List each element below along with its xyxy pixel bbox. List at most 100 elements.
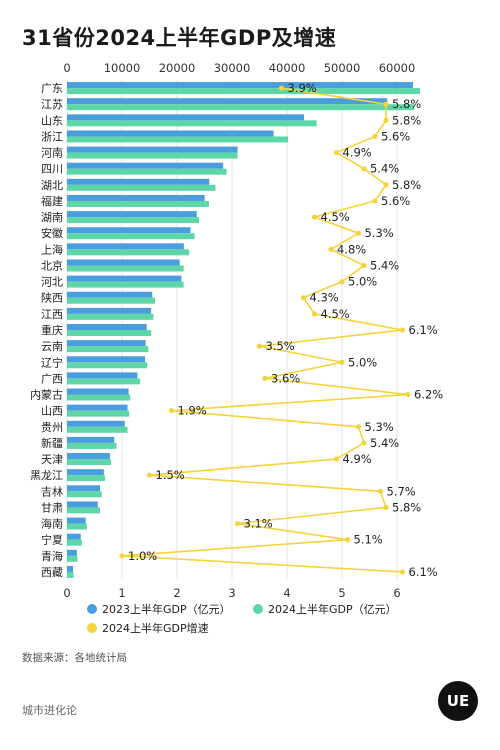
- growth-label: 5.6%: [381, 194, 410, 208]
- category-label: 山东: [41, 114, 63, 127]
- bar-2024: [67, 523, 87, 530]
- bar-2023: [67, 194, 205, 201]
- growth-point: [361, 440, 367, 446]
- growth-point: [383, 182, 389, 188]
- growth-label: 1.5%: [156, 468, 185, 482]
- category-label: 黑龙江: [30, 469, 63, 482]
- category-label: 浙江: [41, 130, 63, 143]
- growth-label: 5.7%: [387, 484, 416, 498]
- growth-line: [121, 87, 409, 573]
- growth-label: 4.9%: [343, 452, 372, 466]
- growth-label: 5.8%: [392, 500, 421, 514]
- bar-2023: [67, 114, 305, 121]
- bar-2023: [67, 82, 414, 89]
- category-label: 重庆: [41, 323, 63, 337]
- growth-point: [234, 520, 241, 527]
- category-label: 山西: [41, 405, 63, 418]
- bar-2024: [67, 136, 289, 143]
- bar-2024: [67, 475, 105, 482]
- bar-2024: [67, 426, 128, 433]
- legend-label: 2024上半年GDP增速: [102, 621, 209, 635]
- growth-label: 6.2%: [414, 388, 443, 402]
- category-label: 陕西: [41, 291, 63, 305]
- growth-point: [399, 569, 406, 575]
- bar-2024: [67, 217, 199, 224]
- category-labels: 广东江苏山东浙江河南四川湖北福建湖南安徽上海北京河北陕西江西重庆云南辽宁广西内蒙…: [30, 82, 63, 579]
- growth-point: [405, 391, 411, 398]
- category-label: 安徽: [41, 226, 63, 240]
- bar-2024: [67, 442, 117, 449]
- category-label: 江西: [41, 308, 63, 321]
- bar-2023: [67, 340, 146, 347]
- growth-point: [355, 424, 362, 430]
- growth-point: [328, 246, 334, 252]
- growth-label: 5.4%: [370, 436, 399, 450]
- growth-point: [300, 295, 307, 301]
- bar-2024: [67, 378, 141, 385]
- bar-2023: [67, 404, 128, 411]
- legend-marker: [253, 604, 263, 614]
- category-label: 云南: [41, 340, 63, 353]
- growth-label: 5.8%: [392, 113, 421, 127]
- legend-marker: [87, 604, 97, 614]
- bar-2023: [67, 162, 224, 169]
- bar-2023: [67, 259, 180, 266]
- bottom-tick-label: 2: [173, 586, 180, 600]
- growth-label: 4.9%: [343, 146, 372, 160]
- growth-point: [344, 537, 351, 543]
- bottom-tick-label: 5: [338, 586, 345, 600]
- growth-point: [377, 488, 384, 494]
- bar-2023: [67, 243, 184, 250]
- growth-label: 1.0%: [128, 549, 157, 563]
- growth-point: [333, 149, 340, 156]
- growth-point: [119, 553, 125, 559]
- top-tick-label: 40000: [269, 61, 306, 75]
- brand-name: 城市进化论: [22, 704, 77, 717]
- growth-label: 3.6%: [271, 371, 300, 385]
- bar-2023: [67, 227, 191, 234]
- growth-point: [383, 504, 389, 511]
- data-source: 数据来源：各地统计局: [22, 652, 127, 664]
- bar-2024: [67, 346, 149, 353]
- category-label: 广西: [41, 372, 63, 385]
- bar-2023: [67, 436, 115, 443]
- growth-label: 5.8%: [392, 178, 421, 192]
- bar-2023: [67, 211, 197, 218]
- growth-point: [372, 133, 378, 140]
- bar-2023: [67, 146, 238, 153]
- bar-2024: [67, 362, 148, 369]
- category-label: 贵州: [41, 421, 63, 434]
- top-axis-ticks: 0 10000 20000 30000 40000 50000 60000: [63, 61, 415, 75]
- growth-point: [339, 359, 345, 365]
- bar-2023: [67, 324, 147, 330]
- top-tick-label: 60000: [379, 61, 416, 75]
- bar-2024: [67, 88, 421, 95]
- bar-2023: [67, 485, 100, 492]
- bar-2024: [67, 571, 74, 578]
- growth-point: [278, 85, 285, 91]
- category-label: 江苏: [41, 98, 63, 111]
- category-label: 西藏: [41, 566, 63, 579]
- legend-label: 2024上半年GDP（亿元）: [268, 602, 397, 616]
- bottom-tick-label: 3: [228, 586, 235, 600]
- growth-point: [262, 375, 268, 381]
- category-label: 四川: [41, 163, 63, 176]
- growth-label: 5.1%: [354, 533, 383, 547]
- growth-point: [399, 327, 406, 333]
- growth-label: 5.4%: [370, 258, 399, 272]
- bar-2023: [67, 98, 388, 105]
- bar-2023: [67, 372, 138, 379]
- bar-2024: [67, 555, 78, 562]
- growth-label: 4.3%: [310, 291, 339, 305]
- category-label: 新疆: [41, 436, 63, 450]
- bar-2024: [67, 281, 184, 288]
- bar-2023: [67, 453, 110, 460]
- growth-label: 6.1%: [409, 565, 438, 579]
- category-label: 上海: [41, 242, 63, 256]
- growth-point: [383, 101, 389, 107]
- brand-logo: UE: [438, 681, 478, 721]
- growth-label: 5.3%: [365, 420, 394, 434]
- bottom-axis-ticks: 0 1 2 3 4 5 6: [63, 586, 400, 600]
- category-label: 甘肃: [41, 501, 63, 514]
